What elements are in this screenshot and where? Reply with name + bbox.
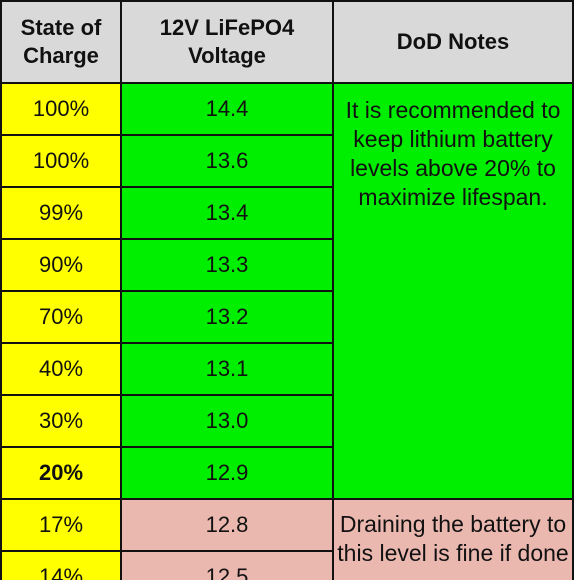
voltage-cell: 12.9 — [120, 446, 334, 500]
voltage-cell: 12.5 — [120, 550, 334, 580]
table-row: 99% 13.4 — [0, 186, 573, 240]
soc-cell: 40% — [0, 342, 122, 396]
soc-cell: 100% — [0, 134, 122, 188]
soc-cell: 14% — [0, 550, 122, 580]
voltage-cell: 13.2 — [120, 290, 334, 344]
voltage-cell: 13.3 — [120, 238, 334, 292]
table-row: 100% 13.6 — [0, 134, 573, 188]
table-row: 20% 12.9 — [0, 446, 573, 500]
table-row: 90% 13.3 — [0, 238, 573, 292]
voltage-cell: 13.6 — [120, 134, 334, 188]
voltage-cell: 12.8 — [120, 498, 334, 552]
soc-cell: 99% — [0, 186, 122, 240]
soc-cell: 20% — [0, 446, 122, 500]
voltage-cell: 13.4 — [120, 186, 334, 240]
soc-cell: 30% — [0, 394, 122, 448]
header-row: State of Charge 12V LiFePO4 Voltage DoD … — [0, 0, 574, 84]
soc-cell: 90% — [0, 238, 122, 292]
header-dod-notes: DoD Notes — [332, 0, 574, 84]
voltage-cell: 13.0 — [120, 394, 334, 448]
voltage-cell: 14.4 — [120, 82, 334, 136]
header-state-of-charge: State of Charge — [0, 0, 122, 84]
header-voltage: 12V LiFePO4 Voltage — [120, 0, 334, 84]
voltage-cell: 13.1 — [120, 342, 334, 396]
dod-note-draining: Draining the battery to this level is fi… — [332, 498, 574, 580]
table-row: 17% 12.8 Draining the battery to this le… — [0, 498, 574, 580]
table-row: 14% 12.5 — [0, 550, 573, 580]
table-row: 70% 13.2 — [0, 290, 573, 344]
dod-note-recommended: It is recommended to keep lithium batter… — [332, 82, 574, 500]
soc-cell: 100% — [0, 82, 122, 136]
soc-cell: 70% — [0, 290, 122, 344]
table-row: 40% 13.1 — [0, 342, 573, 396]
table-row: 30% 13.0 — [0, 394, 573, 448]
table-row: 100% 14.4 It is recommended to keep lith… — [0, 82, 574, 500]
soc-cell: 17% — [0, 498, 122, 552]
